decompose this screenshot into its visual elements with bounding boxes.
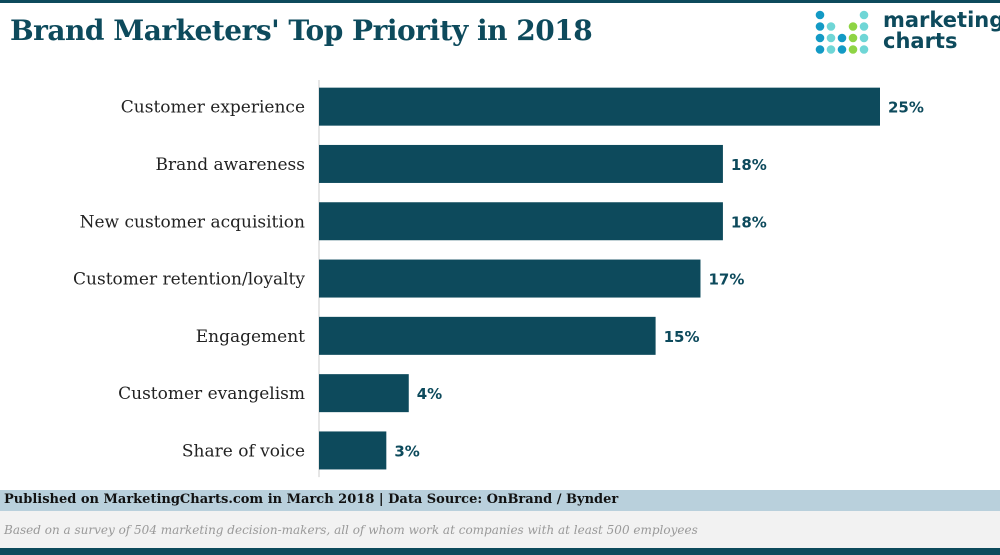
- logo-dots-icon: [815, 10, 869, 54]
- bar: [319, 374, 409, 413]
- bar: [319, 87, 880, 126]
- data-label: 15%: [664, 328, 700, 346]
- logo-dot: [826, 33, 836, 43]
- category-label: Customer experience: [121, 98, 305, 118]
- chart-title: Brand Marketers' Top Priority in 2018: [10, 14, 593, 47]
- data-label: 4%: [417, 385, 442, 403]
- note-text: Based on a survey of 504 marketing decis…: [4, 523, 698, 537]
- category-label: Share of voice: [182, 441, 305, 461]
- logo-dot: [826, 45, 836, 54]
- bar: [319, 144, 723, 183]
- bottom-border: [0, 548, 1000, 555]
- logo-text: marketing charts: [883, 10, 1000, 52]
- logo-line1: marketing: [883, 8, 1000, 32]
- logo-dot: [848, 33, 858, 43]
- logo-dot: [837, 45, 847, 54]
- marketingcharts-logo: marketing charts: [815, 10, 1000, 60]
- logo-dot: [859, 10, 869, 20]
- category-label: Customer evangelism: [118, 384, 305, 404]
- category-label: Customer retention/loyalty: [73, 270, 305, 290]
- logo-dot: [826, 22, 836, 31]
- logo-dot: [815, 10, 825, 20]
- top-border: [0, 0, 1000, 3]
- bar: [319, 316, 656, 355]
- logo-line2: charts: [883, 29, 958, 53]
- data-label: 17%: [708, 271, 744, 289]
- logo-dot: [859, 22, 869, 31]
- data-label: 18%: [731, 156, 767, 174]
- logo-dot: [815, 22, 825, 31]
- logo-dot: [848, 45, 858, 54]
- logo-dot: [815, 45, 825, 54]
- bar: [319, 431, 387, 470]
- data-label: 25%: [888, 99, 924, 117]
- bar: [319, 202, 723, 241]
- bar: [319, 259, 701, 298]
- category-label: New customer acquisition: [80, 212, 305, 232]
- logo-dot: [837, 33, 847, 43]
- logo-dot: [848, 22, 858, 31]
- logo-dot: [859, 33, 869, 43]
- bar-chart: Customer experience 25% Brand awareness 18%…: [73, 80, 924, 478]
- note-bar: Based on a survey of 504 marketing decis…: [0, 511, 1000, 548]
- published-bar: Published on MarketingCharts.com in Marc…: [0, 490, 1000, 511]
- data-label: 18%: [731, 213, 767, 231]
- category-label: Engagement: [196, 327, 305, 347]
- published-text: Published on MarketingCharts.com in Marc…: [4, 492, 619, 507]
- data-label: 3%: [394, 442, 419, 460]
- logo-dot: [815, 33, 825, 43]
- category-label: Brand awareness: [156, 155, 305, 175]
- logo-dot: [859, 45, 869, 54]
